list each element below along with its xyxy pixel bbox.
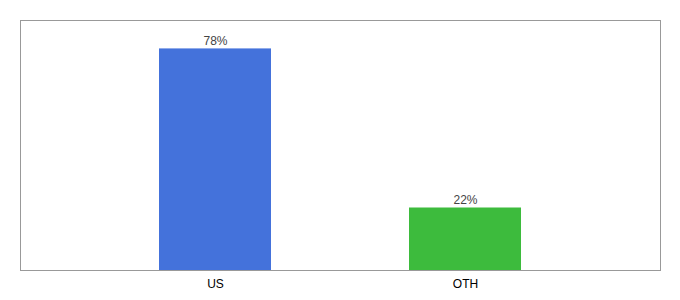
- svg-text:OTH: OTH: [453, 277, 478, 291]
- svg-text:78%: 78%: [203, 34, 227, 48]
- svg-text:US: US: [207, 277, 224, 291]
- svg-text:22%: 22%: [453, 193, 477, 207]
